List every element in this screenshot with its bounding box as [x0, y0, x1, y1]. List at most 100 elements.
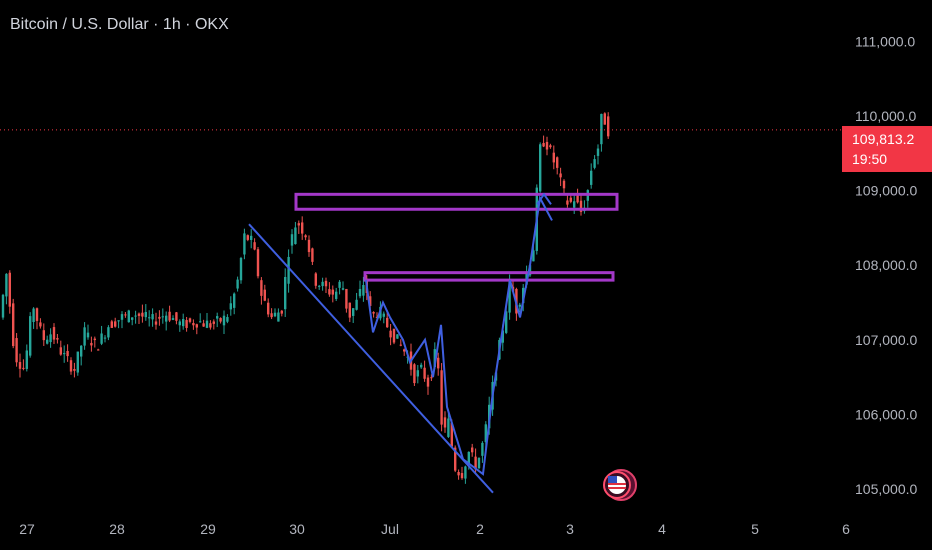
candle-body — [318, 285, 321, 287]
candle-body — [66, 350, 69, 357]
candle-body — [416, 370, 419, 377]
candle-body — [134, 315, 137, 317]
candle-body — [202, 323, 205, 327]
candle-body — [545, 141, 549, 150]
candle-body — [382, 313, 385, 317]
x-tick-label: 4 — [658, 521, 666, 537]
candle-body — [304, 235, 307, 238]
candle-body — [236, 279, 239, 289]
candle-body — [93, 338, 96, 341]
candle-body — [49, 334, 52, 343]
candle-body — [590, 170, 593, 185]
x-tick-label: Jul — [381, 521, 399, 537]
candle-body — [120, 314, 124, 320]
us-flag-event-icon[interactable] — [603, 469, 637, 501]
candle-body — [539, 144, 542, 192]
candle-body — [552, 152, 555, 163]
candle-body — [260, 280, 263, 296]
candle-body — [576, 194, 579, 203]
candle-body — [335, 291, 338, 299]
candle-body — [100, 333, 103, 344]
candle-body — [182, 319, 185, 327]
lower-resistance-zone[interactable] — [363, 271, 615, 282]
candle-body — [56, 338, 59, 340]
candle-body — [573, 201, 576, 208]
candle-body — [103, 337, 107, 339]
last-price-tag-bg — [842, 126, 932, 172]
candle-body — [338, 281, 341, 288]
candle-body — [226, 317, 229, 322]
candle-body — [348, 302, 351, 318]
candle-body — [280, 310, 283, 314]
candle-body — [144, 311, 147, 318]
candle-body — [549, 145, 552, 148]
candle-body — [294, 227, 297, 245]
x-tick-label: 3 — [566, 521, 574, 537]
candle-body — [559, 173, 562, 178]
candle-body — [80, 345, 83, 357]
candle-body — [532, 250, 535, 262]
candle-body — [277, 312, 280, 322]
candle-body — [59, 347, 62, 355]
candle-body — [593, 159, 596, 168]
candle-body — [175, 312, 178, 321]
candle-body — [423, 367, 426, 379]
y-tick-label: 105,000.0 — [855, 481, 917, 497]
candle-body — [97, 349, 100, 351]
upper-resistance-zone[interactable] — [294, 192, 619, 211]
candle-body — [443, 417, 447, 428]
last-price-tag: 109,813.2 19:50 — [842, 126, 932, 172]
candle-body — [63, 353, 66, 355]
candle-body — [467, 451, 470, 465]
candle-body — [314, 273, 317, 286]
candle-body — [52, 327, 56, 340]
x-tick-label: 27 — [19, 521, 35, 537]
candle-body — [8, 272, 11, 307]
candle-body — [199, 321, 202, 323]
candle-body — [481, 442, 484, 456]
candle-body — [270, 313, 273, 318]
candle-body — [39, 322, 42, 327]
y-axis[interactable]: 105,000.0 106,000.0 107,000.0 108,000.0 109,… — [855, 33, 917, 497]
candle-body — [5, 273, 8, 297]
candle-body — [290, 234, 294, 246]
candle-body — [233, 293, 236, 308]
arrow-head-icon — [536, 192, 552, 205]
candle-body — [76, 351, 79, 373]
candle-body — [542, 142, 545, 147]
descending-trendline[interactable] — [248, 223, 494, 494]
candle-body — [358, 288, 362, 297]
candle-body — [607, 116, 610, 137]
candle-body — [192, 322, 195, 326]
candle-body — [562, 180, 566, 189]
candle-body — [212, 321, 215, 324]
y-tick-label: 106,000.0 — [855, 406, 917, 422]
y-tick-label: 107,000.0 — [855, 332, 917, 348]
candle-body — [569, 197, 572, 202]
candle-body — [178, 321, 181, 326]
candle-body — [250, 235, 253, 240]
candle-body — [110, 321, 113, 328]
candle-body — [297, 223, 300, 226]
candle-body — [307, 239, 311, 253]
candle-body — [73, 368, 76, 371]
candle-body — [263, 289, 266, 301]
candle-body — [426, 377, 430, 387]
candle-body — [447, 418, 450, 437]
candle-body — [185, 320, 188, 328]
candle-body — [107, 327, 110, 338]
candle-body — [168, 311, 171, 321]
candle-body — [131, 317, 134, 320]
x-tick-label: 5 — [751, 521, 759, 537]
zigzag-pattern[interactable] — [365, 194, 553, 476]
candle-body — [117, 320, 120, 322]
drawings[interactable] — [248, 192, 619, 494]
candle-body — [253, 242, 256, 250]
candle-body — [474, 456, 477, 470]
candle-body — [83, 327, 86, 346]
candle-body — [501, 330, 504, 343]
candle-body — [86, 332, 90, 338]
candle-body — [239, 257, 243, 281]
x-axis[interactable]: 27 28 29 30 Jul 2 3 4 5 6 — [19, 521, 850, 537]
